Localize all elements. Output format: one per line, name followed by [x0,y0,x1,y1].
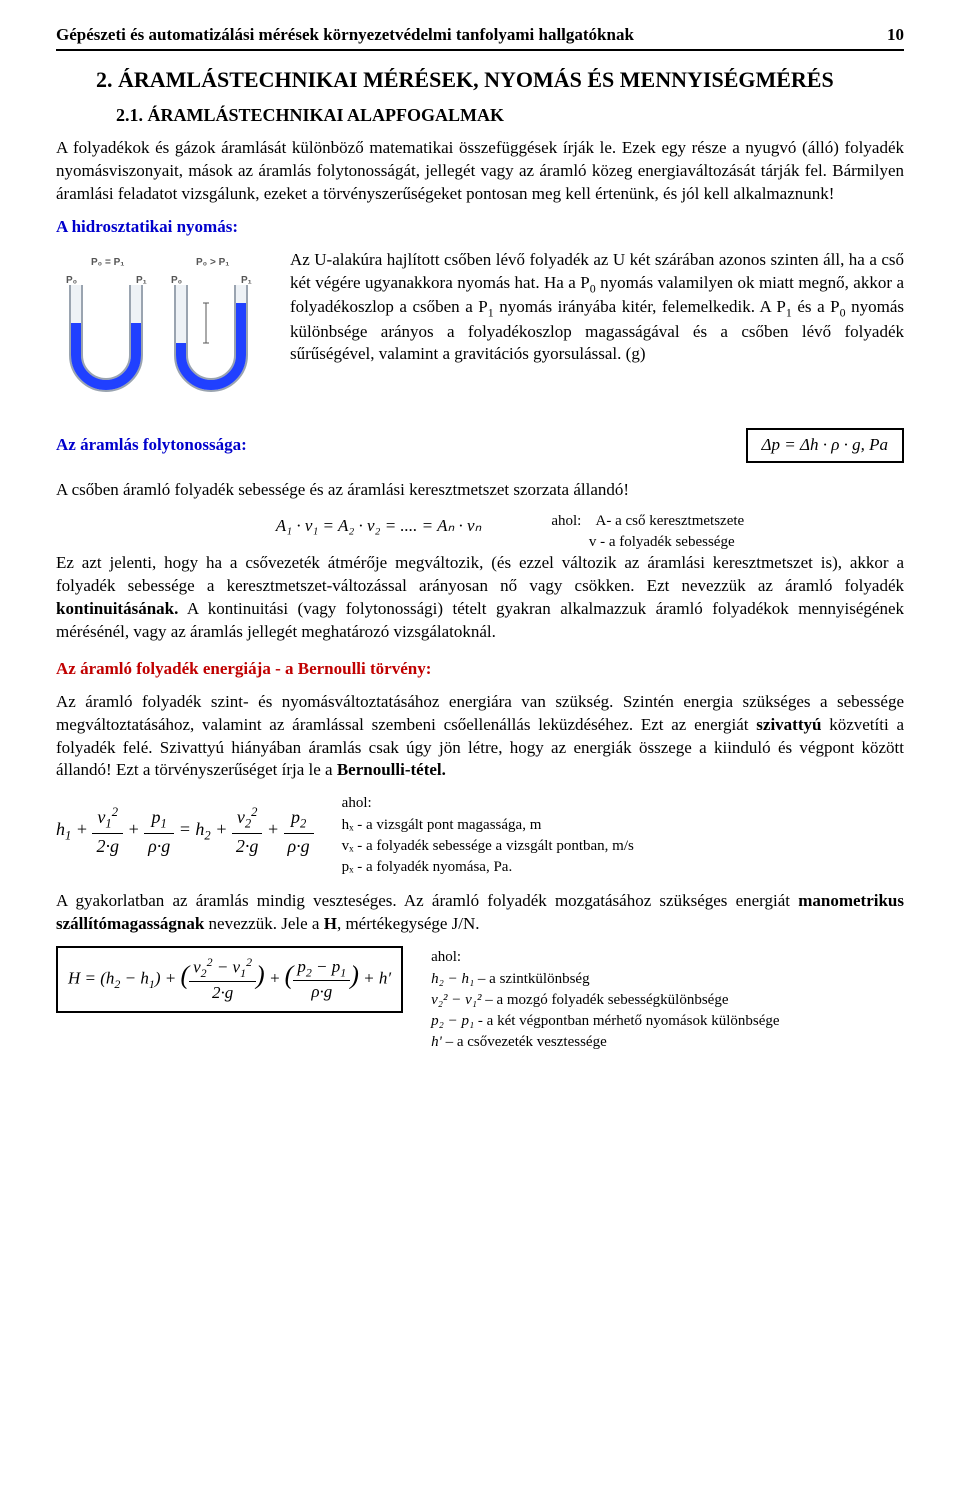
bern-where-1: hₓ - a vizsgált pont magassága, m [342,815,634,835]
head-where: ahol: h₂ − h₁ – a szintkülönbség v₂² − v… [431,946,779,1053]
utube-p1-right: P₁ [241,275,252,286]
bern-bold-1: szivattyú [756,715,821,734]
bernoulli-paragraph: Az áramló folyadék szint- és nyomásválto… [56,691,904,783]
cont-bold-1: kontinuitásának. [56,599,178,618]
bernoulli-equation-row: h1 + v122·g + p1ρ·g = h2 + v222·g + p2ρ·… [56,792,904,878]
utube-label-gt: P₀ > P₁ [196,257,229,268]
page-number: 10 [887,24,904,47]
head-w3a: p₂ − p₁ [431,1013,474,1029]
continuity-heading: Az áramlás folytonossága: [56,434,247,457]
page-header: Gépészeti és automatizálási mérések körn… [56,24,904,51]
continuity-paragraph: Ez azt jelenti, hogy ha a csővezeték átm… [56,552,904,644]
u-tube-figure: P₀ = P₁ P₀ P₁ P₀ > P₁ P₀ P₁ [56,253,276,410]
loss-text-1: A gyakorlatban az áramlás mindig vesztes… [56,891,798,910]
bern-where-2: vₓ - a folyadék sebessége a vizsgált pon… [342,836,634,856]
bernoulli-where: ahol: hₓ - a vizsgált pont magassága, m … [342,792,634,878]
hydro-text-3: nyomás irányába kitér, felemelkedik. A P [494,297,786,316]
head-w4a: h' [431,1034,442,1050]
head-w1a: h₂ − h₁ [431,971,474,987]
bern-where-3: pₓ - a folyadék nyomása, Pa. [342,857,634,877]
intro-paragraph: A folyadékok és gázok áramlását különböz… [56,137,904,206]
utube-label-eq: P₀ = P₁ [91,257,124,268]
u-tube-svg: P₀ = P₁ P₀ P₁ P₀ > P₁ P₀ P₁ [56,253,276,403]
header-title: Gépészeti és automatizálási mérések körn… [56,24,634,47]
utube-p0-right: P₀ [171,275,182,286]
head-w4b: – a csővezeték vesztessége [442,1034,607,1050]
hydrostatic-equation: Δp = Δh · ρ · g, Pa [746,428,904,463]
hydrostatic-heading: A hidrosztatikai nyomás: [56,216,904,239]
bern-where-label: ahol: [342,793,634,813]
utube-p0-left: P₀ [66,275,77,286]
subsection-title: 2.1. ÁRAMLÁSTECHNIKAI ALAPFOGALMAK [116,103,904,127]
utube-p1-left: P₁ [136,275,147,286]
where-label: ahol: [551,513,581,529]
bernoulli-heading: Az áramló folyadék energiája - a Bernoul… [56,658,904,681]
continuity-sentence: A csőben áramló folyadék sebessége és az… [56,479,904,502]
head-w3b: - a két végpontban mérhető nyomások külö… [474,1013,779,1029]
head-w2a: v₂² − v₁² [431,992,481,1008]
section-title: 2. ÁRAMLÁSTECHNIKAI MÉRÉSEK, NYOMÁS ÉS M… [96,65,904,95]
loss-bold-2: H [324,914,337,933]
loss-paragraph: A gyakorlatban az áramlás mindig vesztes… [56,890,904,936]
loss-text-3: , mértékegysége J/N. [337,914,480,933]
bern-bold-2: Bernoulli-tétel. [337,760,446,779]
continuity-where: ahol: A- a cső keresztmetszete v - a fol… [551,511,744,552]
head-where-label: ahol: [431,947,779,967]
hydro-text-4: és a P [792,297,840,316]
continuity-equation: A₁ · v₁ = A₂ · v₂ = .... = Aₙ · vₙ [216,515,482,538]
where-a: A- a cső keresztmetszete [596,513,745,529]
cont-text-1: Ez azt jelenti, hogy ha a csővezeték átm… [56,553,904,595]
cont-text-2: A kontinuitási (vagy folytonossági) téte… [56,599,904,641]
head-w1b: – a szintkülönbség [474,971,589,987]
where-v: v - a folyadék sebessége [589,534,735,550]
head-equation-row: H = (h2 − h1) + (v22 − v122·g) + (p2 − p… [56,946,904,1053]
bernoulli-equation: h1 + v122·g + p1ρ·g = h2 + v222·g + p2ρ·… [56,792,314,858]
head-equation: H = (h2 − h1) + (v22 − v122·g) + (p2 − p… [56,946,403,1013]
loss-text-2: nevezzük. Jele a [204,914,323,933]
head-w2b: – a mozgó folyadék sebességkülönbsége [481,992,728,1008]
